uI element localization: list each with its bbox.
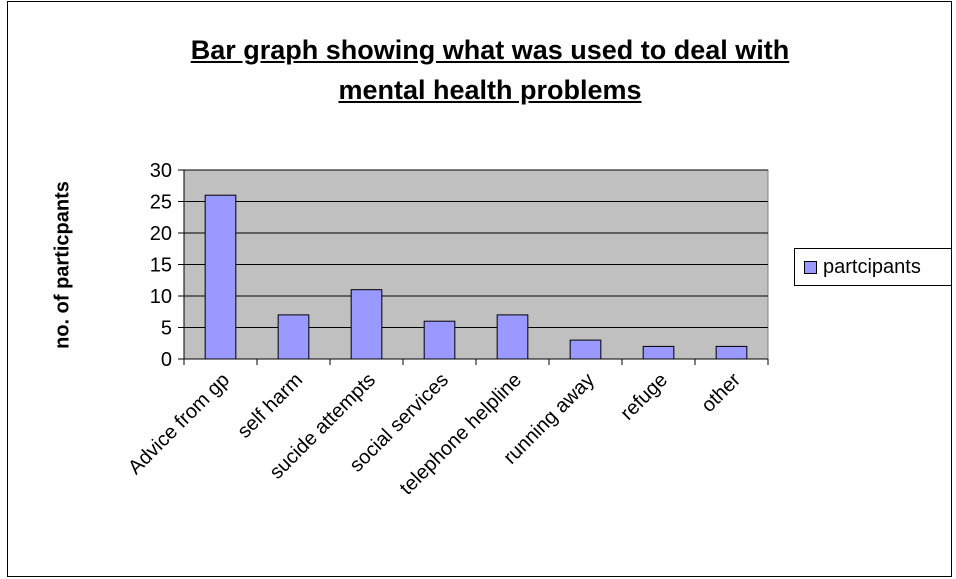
bar [204, 194, 237, 360]
chart-title-line-2: mental health problems [338, 75, 642, 105]
x-tick-label: telephone helpline [396, 369, 526, 499]
legend-label: partcipants [823, 255, 921, 278]
y-tick-label: 5 [161, 318, 172, 340]
bar [277, 314, 310, 360]
y-tick-label: 10 [150, 286, 172, 308]
x-tick-label: other [697, 369, 745, 417]
bar [350, 289, 383, 360]
y-tick-label: 15 [150, 255, 172, 277]
bar [569, 339, 602, 360]
y-tick-label: 20 [150, 223, 172, 245]
legend-swatch [804, 260, 817, 274]
y-tick-label: 0 [161, 349, 172, 371]
chart-title: Bar graph showing what was used to deal … [90, 30, 890, 110]
bar [496, 314, 529, 360]
legend: partcipants [794, 248, 952, 286]
bar [423, 320, 456, 360]
x-tick-label: refuge [616, 369, 672, 425]
x-tick-label: Advice from gp [124, 369, 234, 479]
bar [715, 345, 748, 360]
x-tick-label: self harm [233, 369, 307, 443]
y-tick-label: 25 [150, 192, 172, 214]
chart-title-line-1: Bar graph showing what was used to deal … [190, 35, 790, 65]
bar [642, 345, 675, 360]
y-tick-label: 30 [150, 160, 172, 182]
